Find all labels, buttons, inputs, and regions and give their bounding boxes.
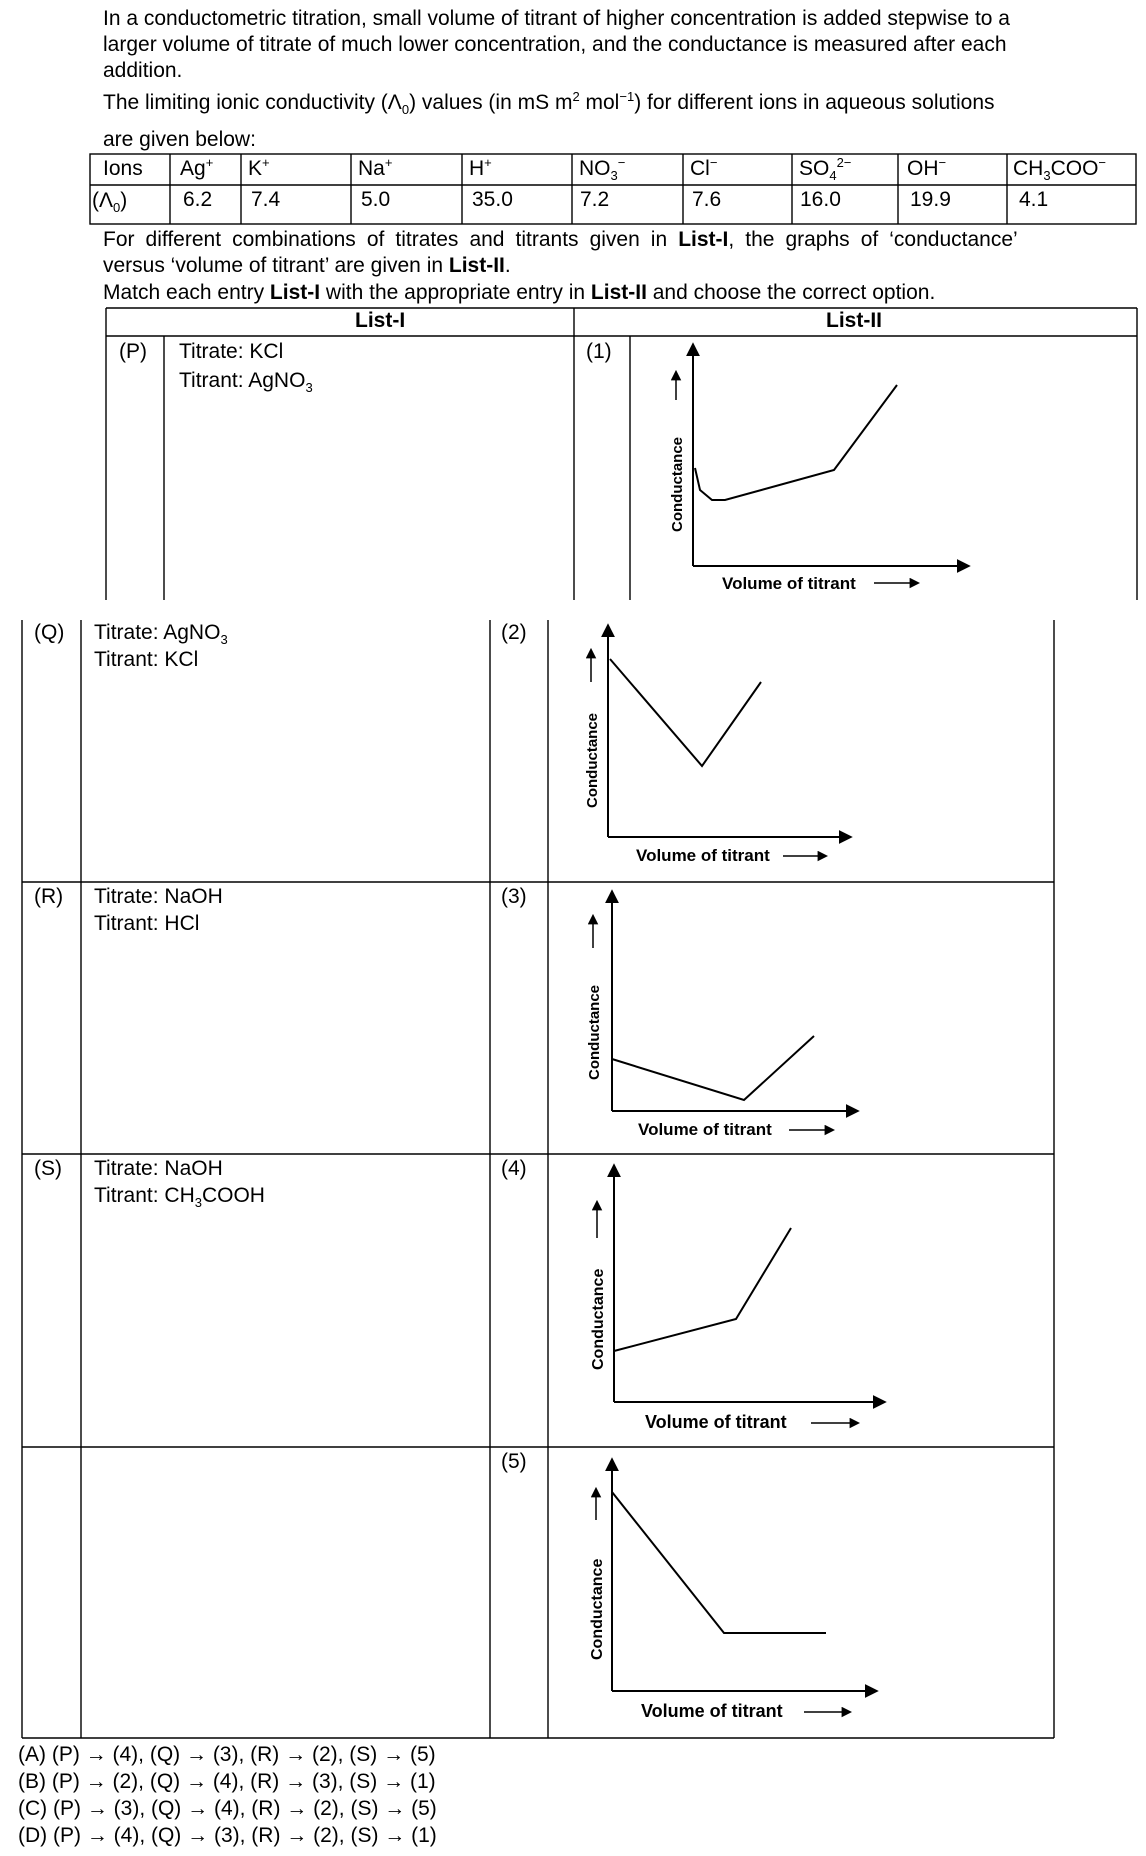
graph-2-xlabel: Volume of titrant [636, 846, 770, 865]
graph-2-ylabel: Conductance [584, 713, 601, 808]
list-i-header: List-I [355, 309, 406, 332]
graph-4-ylabel: Conductance [590, 1269, 607, 1370]
ion-value-ch3coo: 4.1 [1019, 188, 1049, 211]
list-i-r-titrant: Titrant: HCl [94, 912, 200, 935]
ion-k: K+ [248, 155, 270, 180]
graph-4: Conductance Volume of titrant [590, 1163, 887, 1432]
list-i-q-titrant: Titrant: KCl [94, 648, 199, 671]
list-ii-label-2: (2) [501, 621, 527, 644]
list-i-r-titrate: Titrate: NaOH [94, 885, 223, 908]
ion-table-label-lambda: (Λ0) [92, 189, 128, 216]
graph-1-curve [694, 384, 898, 501]
graph-4-xlabel: Volume of titrant [645, 1412, 787, 1432]
option-b[interactable]: (B) (P) → (2), (Q) → (4), (R) → (3), (S)… [18, 1770, 436, 1793]
graph-5-ylabel: Conductance [589, 1559, 606, 1660]
graph-5-curve [611, 1491, 826, 1634]
ion-so4: SO42− [799, 155, 852, 184]
ion-cl: Cl− [690, 155, 718, 180]
list-ii-label-5: (5) [501, 1450, 527, 1473]
graph-2-curve [609, 658, 762, 768]
ion-value-k: 7.4 [251, 188, 281, 211]
option-d[interactable]: (D) (P) → (4), (Q) → (3), (R) → (2), (S)… [18, 1824, 437, 1847]
intro-line-3: addition. [103, 59, 183, 82]
intro-line-1: In a conductometric titration, small vol… [103, 7, 1010, 30]
ion-value-h: 35.0 [472, 188, 513, 211]
intro-line-5: are given below: [103, 128, 256, 151]
list-i-label-r: (R) [34, 885, 64, 908]
ion-value-no3: 7.2 [580, 188, 610, 211]
intro-line-2: larger volume of titrate of much lower c… [103, 33, 1007, 56]
graph-3-curve [611, 1035, 815, 1102]
list-i-label-q: (Q) [34, 621, 65, 644]
ion-no3: NO3− [579, 155, 626, 184]
graph-3: Conductance Volume of titrant [586, 889, 860, 1139]
ion-na: Na+ [358, 155, 393, 180]
ion-table-label-ions: Ions [103, 157, 143, 180]
ion-ag: Ag+ [180, 155, 214, 180]
graph-3-xlabel: Volume of titrant [638, 1120, 772, 1139]
option-c[interactable]: (C) (P) → (3), (Q) → (4), (R) → (2), (S)… [18, 1797, 437, 1820]
list-ii-header: List-II [826, 309, 882, 332]
intro-limiting-prefix: The limiting ionic conductivity [103, 91, 375, 114]
intro-lambda-symbol: (Λ0) [380, 91, 417, 118]
list-ii-label-1: (1) [586, 340, 612, 363]
graph-5-xlabel: Volume of titrant [641, 1701, 783, 1721]
list-i-label-p: (P) [119, 340, 147, 363]
option-a[interactable]: (A) (P) → (4), (Q) → (3), (R) → (2), (S)… [18, 1743, 436, 1766]
graph-4-curve [613, 1227, 792, 1352]
list-i-s-titrate: Titrate: NaOH [94, 1157, 223, 1180]
list-ii-label-3: (3) [501, 885, 527, 908]
ion-value-oh: 19.9 [910, 188, 951, 211]
graph-2: Conductance Volume of titrant [584, 623, 853, 865]
graph-1-ylabel: Conductance [669, 437, 686, 532]
intro-line-4: The limiting ionic conductivity (Λ0) val… [103, 90, 995, 116]
ion-value-cl: 7.6 [692, 188, 722, 211]
intro-limiting-units: values (in mS m2 mol−1) for different io… [416, 89, 995, 114]
list-ii-label-4: (4) [501, 1157, 527, 1180]
ion-value-ag: 6.2 [183, 188, 213, 211]
ion-h: H+ [469, 155, 492, 180]
list-i-label-s: (S) [34, 1157, 62, 1180]
ion-oh: OH− [907, 155, 947, 180]
ion-value-so4: 16.0 [800, 188, 841, 211]
list-i-s-titrant: Titrant: CH3COOH [94, 1184, 265, 1211]
after-table-line-3: Match each entry List-I with the appropr… [103, 281, 936, 304]
after-table-line-2: versus ‘volume of titrant’ are given in … [103, 254, 511, 277]
list-i-p-titrant: Titrant: AgNO3 [179, 369, 313, 396]
graph-5: Conductance Volume of titrant [589, 1457, 879, 1721]
graph-1-xlabel: Volume of titrant [722, 574, 856, 593]
after-table-line-1-full: For different combinations of titrates a… [103, 227, 1130, 253]
graph-1: Conductance Volume of titrant [669, 342, 971, 593]
ion-value-na: 5.0 [361, 188, 391, 211]
list-i-p-titrate: Titrate: KCl [179, 340, 284, 363]
list-i-q-titrate: Titrate: AgNO3 [94, 621, 228, 648]
graph-3-ylabel: Conductance [586, 985, 603, 1080]
ion-ch3coo: CH3COO− [1013, 155, 1107, 184]
